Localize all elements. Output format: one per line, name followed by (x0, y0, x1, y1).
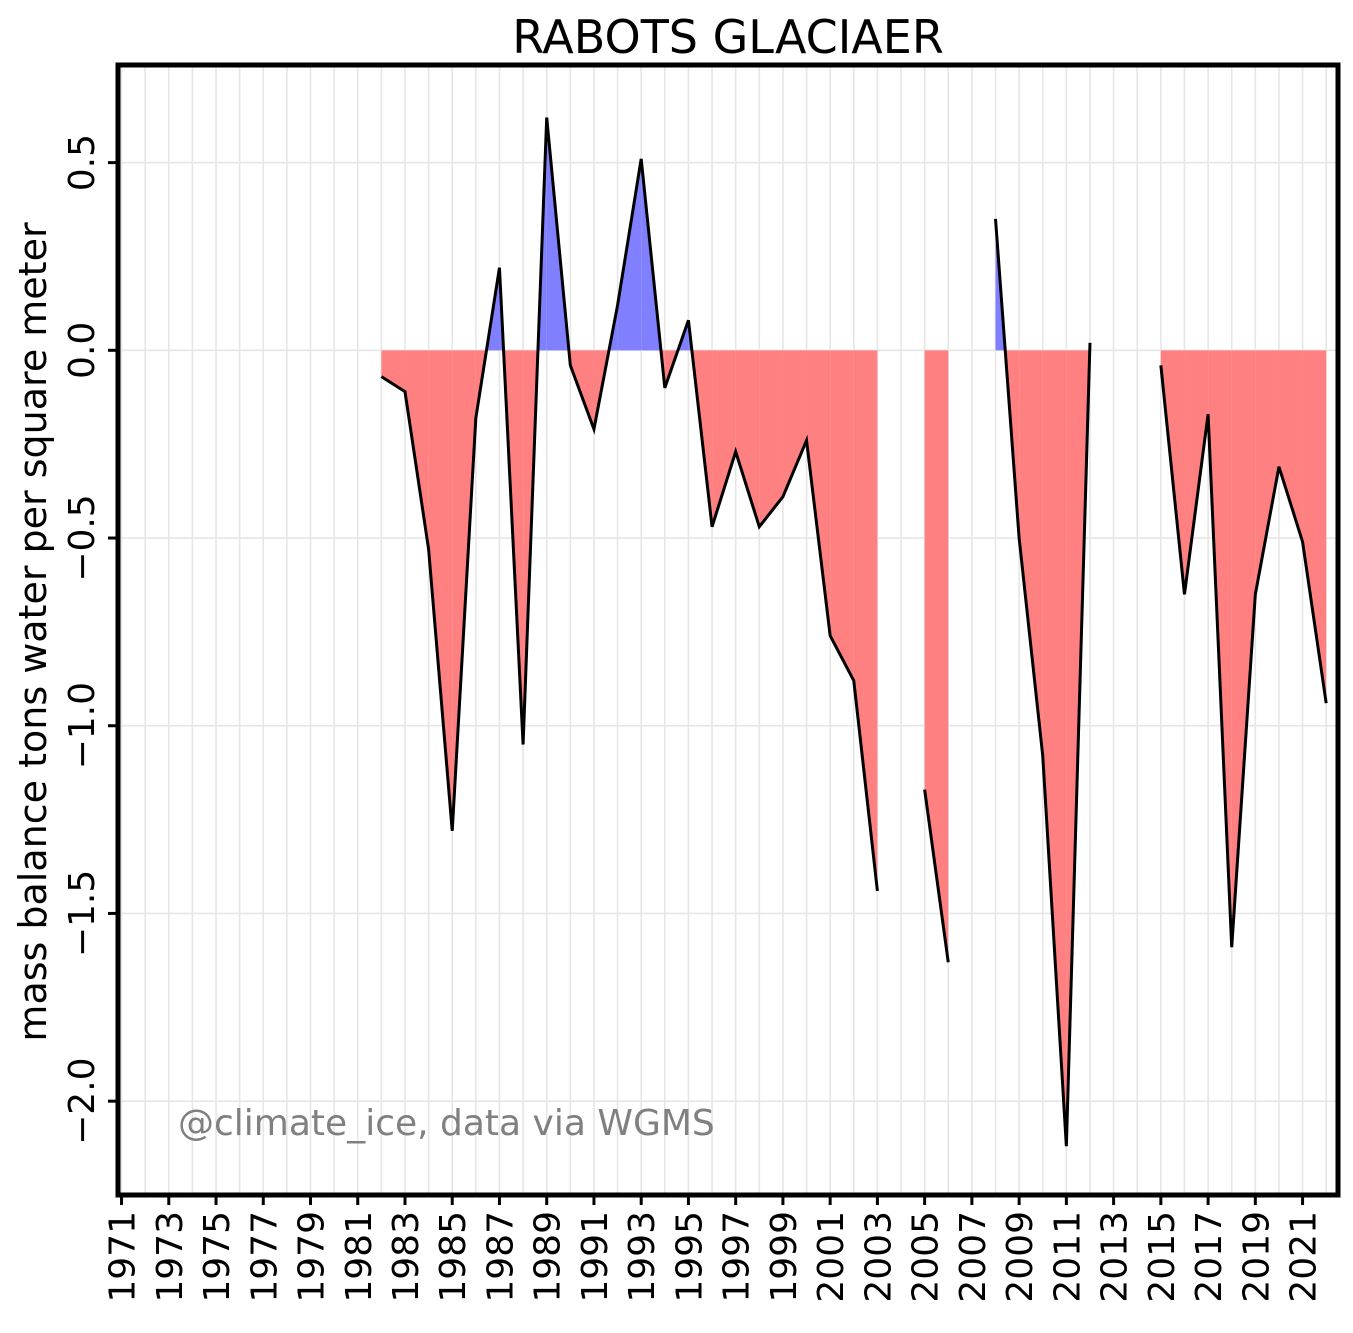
fill-area (1042, 350, 1067, 1147)
x-tick-label: 1977 (244, 1211, 285, 1303)
fill-area (1231, 350, 1256, 948)
y-tick-label: −0.5 (62, 494, 103, 581)
series-line (1159, 365, 1328, 948)
x-tick-label: 1997 (717, 1211, 758, 1303)
x-tick-label: 1973 (150, 1211, 191, 1303)
y-axis-label: mass balance tons water per square meter (11, 222, 55, 1042)
x-tick-label: 1981 (339, 1211, 380, 1303)
fill-area (782, 350, 807, 497)
y-tick-label: 0.5 (62, 134, 103, 191)
fill-area (924, 350, 949, 963)
x-tick-label: 1995 (669, 1211, 710, 1303)
fill-area (381, 350, 405, 392)
x-tick-label: 1971 (103, 1211, 144, 1303)
fill-area (1019, 350, 1043, 756)
y-tick-label: −2.0 (62, 1057, 103, 1144)
x-tick-label: 2015 (1142, 1211, 1183, 1303)
fill-area (1302, 350, 1327, 704)
x-tick-label: 2009 (1000, 1211, 1041, 1303)
x-tick-label: 2007 (953, 1211, 994, 1303)
y-tick-label: 0.0 (62, 322, 103, 379)
x-tick-label: 1991 (575, 1211, 616, 1303)
x-tick-label: 2019 (1236, 1211, 1277, 1303)
credit-annotation: @climate_ice, data via WGMS (178, 1103, 715, 1144)
fill-area (428, 350, 453, 831)
y-tick-label: −1.5 (62, 870, 103, 957)
x-tick-label: 1999 (764, 1211, 805, 1303)
fill-area (735, 350, 760, 527)
fill-area (830, 350, 854, 681)
x-tick-label: 1975 (197, 1211, 238, 1303)
x-tick-label: 1979 (292, 1211, 333, 1303)
fill-area (1278, 350, 1303, 542)
fill-area (806, 350, 831, 636)
series-line (380, 117, 879, 892)
fill-area (404, 350, 429, 550)
x-tick-label: 2003 (858, 1211, 899, 1303)
fill-area (1184, 350, 1209, 595)
x-tick-label: 1993 (622, 1211, 663, 1303)
x-tick-label: 2005 (906, 1211, 947, 1303)
chart-title: RABOTS GLACIAER (512, 10, 944, 64)
x-tick-label: 1985 (433, 1211, 474, 1303)
fill-area (853, 350, 878, 891)
x-tick-label: 1987 (480, 1211, 521, 1303)
fill-area (617, 158, 642, 351)
fill-area (759, 350, 783, 527)
series-line (994, 218, 1092, 1147)
x-tick-label: 2001 (811, 1211, 852, 1303)
x-tick-label: 1989 (528, 1211, 569, 1303)
x-tick-label: 2021 (1284, 1211, 1325, 1303)
x-tick-label: 2013 (1095, 1211, 1136, 1303)
x-tick-label: 2017 (1189, 1211, 1230, 1303)
fill-area (712, 350, 736, 527)
series-line (923, 789, 950, 963)
y-tick-label: −1.0 (62, 682, 103, 769)
fill-area (1255, 350, 1279, 595)
series-lines (380, 117, 1328, 1147)
grid-lines (118, 65, 1338, 1195)
x-tick-label: 1983 (386, 1211, 427, 1303)
plot-frame (115, 62, 1341, 1198)
x-tick-label: 2011 (1047, 1211, 1088, 1303)
